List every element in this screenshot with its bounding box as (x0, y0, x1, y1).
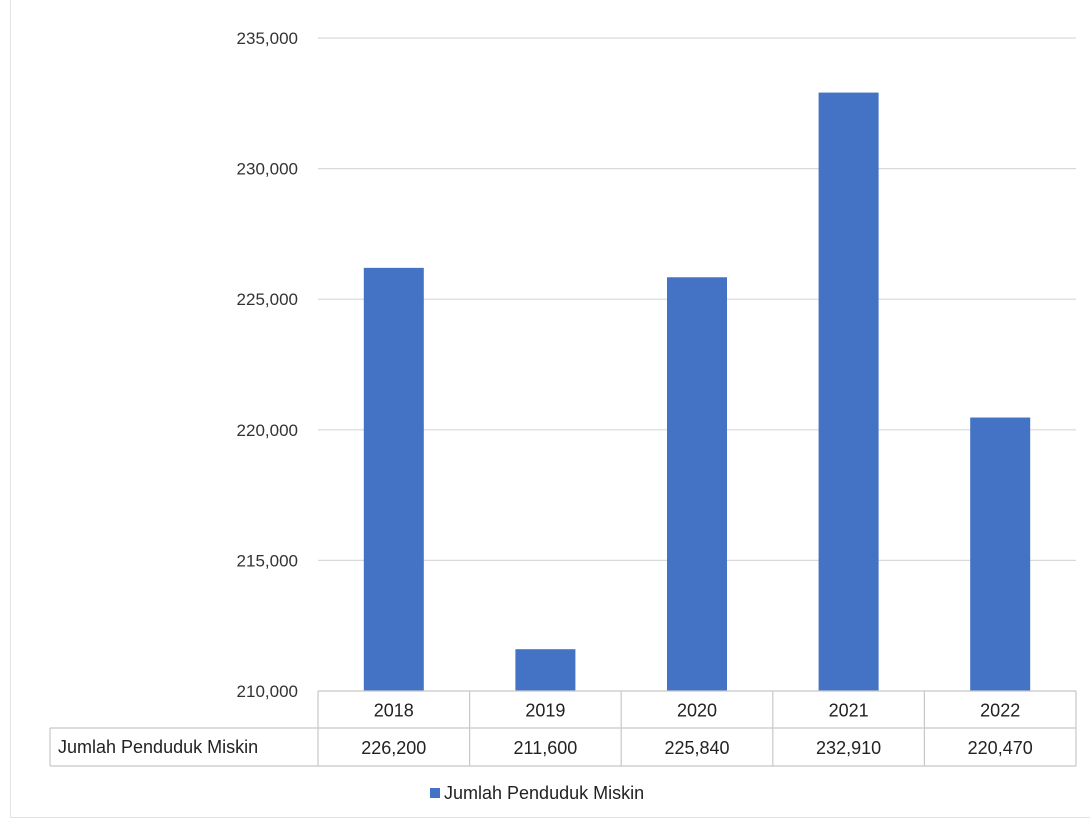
x-category-label: 2018 (374, 701, 414, 721)
bar-2022 (970, 417, 1031, 691)
x-category-label: 2022 (980, 701, 1020, 721)
bar-2020 (667, 277, 727, 691)
y-axis-ticks: 210,000 215,000 220,000 225,000 230,000 235,0… (237, 29, 298, 701)
x-category-label: 2021 (829, 701, 869, 721)
legend: Jumlah Penduduk Miskin (430, 783, 644, 803)
x-category-label: 2020 (677, 701, 717, 721)
y-tick-label: 220,000 (237, 421, 298, 440)
y-tick-label: 235,000 (237, 29, 298, 48)
bars (363, 92, 1031, 691)
x-category-label: 2019 (525, 701, 565, 721)
legend-label: Jumlah Penduduk Miskin (444, 783, 644, 803)
data-table: Jumlah Penduduk Miskin 2018 226,200 2019 21… (49, 690, 1077, 767)
data-table-row-label: Jumlah Penduduk Miskin (58, 737, 258, 757)
data-table-value: 232,910 (816, 738, 881, 758)
data-table-value: 220,470 (968, 738, 1033, 758)
y-tick-label: 210,000 (237, 682, 298, 701)
y-tick-label: 230,000 (237, 160, 298, 179)
y-tick-label: 225,000 (237, 290, 298, 309)
data-table-value: 226,200 (361, 738, 426, 758)
y-tick-label: 215,000 (237, 551, 298, 570)
bar-2019 (515, 649, 576, 691)
bar-2021 (818, 92, 879, 691)
data-table-value: 211,600 (514, 738, 578, 758)
data-table-value: 225,840 (664, 738, 729, 758)
legend-swatch (430, 788, 440, 798)
chart-frame (10, 0, 1090, 818)
bar-2018 (363, 267, 424, 691)
